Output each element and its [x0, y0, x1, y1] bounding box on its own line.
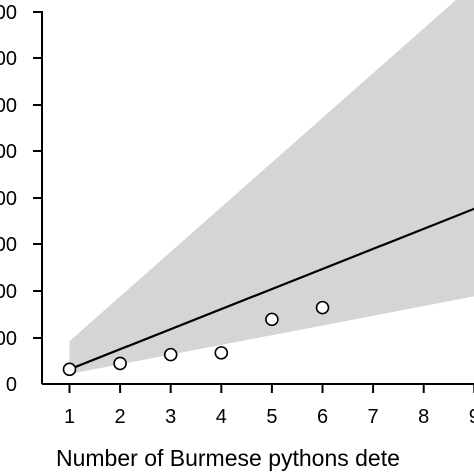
x-tick-label: 9 [469, 406, 474, 428]
y-tick-label: 000 [0, 328, 17, 350]
data-point [265, 312, 279, 327]
data-point [163, 347, 178, 362]
y-tick-label: 000 [0, 141, 17, 163]
x-tick-label: 7 [368, 406, 379, 428]
data-point [315, 300, 330, 315]
data-point [214, 346, 229, 360]
y-tick-label: 000 [0, 234, 17, 256]
x-tick-label: 8 [418, 406, 429, 428]
x-tick-label: 1 [64, 406, 75, 428]
x-tick-label: 4 [216, 406, 227, 428]
y-tick-label: 0 [6, 374, 17, 396]
x-tick-label: 5 [266, 406, 277, 428]
y-tick-label: 000 [0, 188, 17, 210]
y-tick-label: 000 [0, 281, 17, 303]
x-axis-title: Number of Burmese pythons dete [56, 445, 400, 471]
ticks: 1234567890000000000000000000000000 [0, 2, 474, 428]
fit-line [69, 207, 474, 371]
plot-area [62, 0, 474, 377]
x-tick-label: 6 [317, 406, 328, 428]
data-point [62, 362, 77, 377]
confidence-band [69, 0, 474, 375]
x-tick-label: 3 [165, 406, 176, 428]
x-tick-label: 2 [115, 406, 126, 428]
y-tick-label: 000 [0, 48, 17, 70]
y-tick-label: 000 [0, 95, 17, 117]
y-tick-label: 000 [0, 2, 17, 24]
data-point [113, 356, 127, 371]
